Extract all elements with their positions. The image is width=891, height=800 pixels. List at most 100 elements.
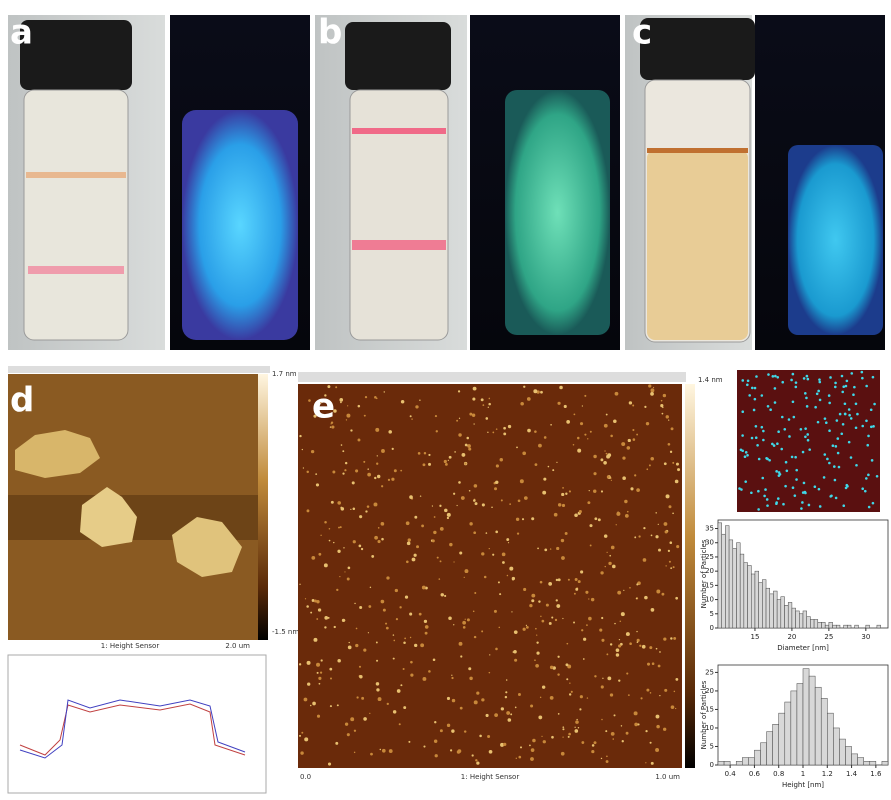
particle <box>482 404 484 406</box>
particle <box>844 413 847 416</box>
particle <box>754 387 757 390</box>
particle <box>768 459 771 462</box>
particle <box>649 464 651 466</box>
particle <box>476 761 479 764</box>
x-tick-label: 0.6 <box>749 770 761 778</box>
particle <box>643 527 645 529</box>
particle <box>867 435 870 438</box>
particle <box>337 550 340 553</box>
particle <box>833 465 836 468</box>
particle <box>367 468 369 470</box>
particle <box>776 442 779 445</box>
particle <box>414 554 417 557</box>
particle <box>626 672 628 674</box>
particle <box>573 444 575 446</box>
particle <box>352 481 355 484</box>
particle <box>418 452 421 455</box>
particle <box>627 511 629 513</box>
particle <box>765 457 768 460</box>
bar <box>839 739 845 765</box>
y-tick-label: 35 <box>705 525 714 533</box>
particle <box>531 599 534 602</box>
particle <box>451 677 453 679</box>
particle <box>583 638 586 641</box>
particle <box>317 672 319 674</box>
bar <box>847 625 851 628</box>
particle <box>341 444 343 446</box>
particle <box>513 651 515 653</box>
particle <box>408 741 410 743</box>
bar <box>751 574 755 628</box>
particle <box>601 685 604 688</box>
particle <box>828 429 831 432</box>
bar <box>810 619 814 628</box>
particle <box>755 425 758 428</box>
bar <box>779 713 785 765</box>
particle <box>313 638 317 642</box>
particle <box>299 663 301 665</box>
particle <box>638 535 640 537</box>
particle <box>540 697 541 698</box>
particle <box>562 487 564 489</box>
particle <box>828 394 831 397</box>
particle <box>428 463 431 466</box>
particle <box>507 575 509 577</box>
particle <box>568 579 570 581</box>
particle <box>419 613 422 616</box>
particle <box>738 487 741 490</box>
particle <box>503 432 506 435</box>
particle <box>626 732 629 735</box>
particle <box>656 648 658 650</box>
particle <box>663 637 666 640</box>
particle <box>555 619 557 621</box>
particle <box>871 459 874 462</box>
particle <box>751 437 754 440</box>
particle <box>343 547 344 548</box>
bar <box>759 583 763 628</box>
particle <box>587 438 588 439</box>
particle <box>320 671 322 673</box>
particle <box>403 668 405 670</box>
particle <box>535 664 539 668</box>
particle <box>514 630 518 634</box>
particle <box>530 757 534 761</box>
particle <box>499 627 501 629</box>
particle <box>750 491 753 494</box>
particle <box>562 728 564 730</box>
laser-beam <box>28 266 124 274</box>
particle <box>403 642 406 645</box>
particle <box>850 417 853 420</box>
particle <box>614 714 616 716</box>
particle <box>318 608 321 611</box>
vial <box>24 90 128 340</box>
particle <box>550 666 553 669</box>
particle <box>458 433 461 436</box>
particle <box>656 725 660 729</box>
particle <box>772 375 775 378</box>
particle <box>668 550 670 552</box>
particle <box>614 623 615 624</box>
particle <box>299 584 300 585</box>
particle <box>514 659 517 662</box>
particle <box>341 507 344 510</box>
particle <box>534 430 537 433</box>
particle <box>487 735 490 738</box>
particle <box>747 380 750 383</box>
particle <box>531 748 535 752</box>
bar <box>762 580 766 628</box>
particle <box>500 458 503 461</box>
particle <box>647 663 650 666</box>
particle <box>558 578 561 581</box>
particle <box>410 637 411 638</box>
particle <box>793 416 796 419</box>
particle <box>469 522 472 525</box>
particle <box>344 469 346 471</box>
particle <box>604 450 605 451</box>
particle <box>329 528 331 530</box>
particle <box>639 645 641 647</box>
particle <box>620 621 622 623</box>
particle <box>409 613 412 616</box>
particle <box>621 725 622 726</box>
particle <box>850 456 853 459</box>
particle <box>651 762 654 765</box>
